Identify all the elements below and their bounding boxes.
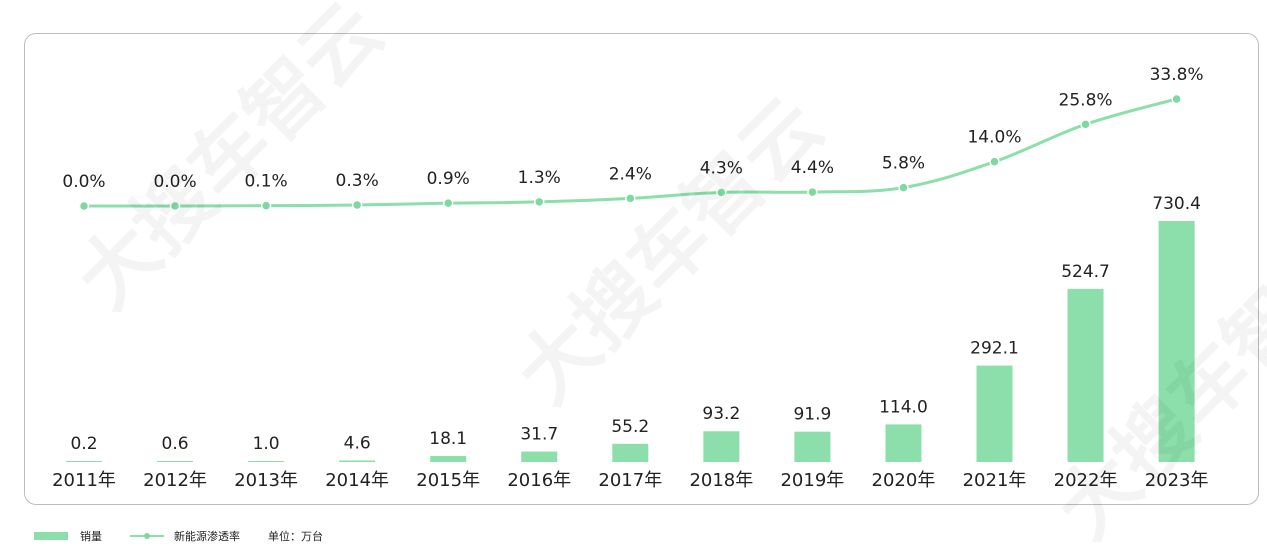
bar-2016年 [521,451,558,462]
x-tick-label: 2022年 [1054,470,1118,491]
penetration-value-label: 14.0% [967,128,1021,148]
penetration-value-label: 0.0% [153,172,196,192]
bar-2017年 [612,443,649,462]
legend-line-swatch [130,532,164,540]
legend-item-sales: 销量 [34,528,102,544]
x-tick-label: 2012年 [143,470,207,491]
bar-2022年 [1067,288,1104,462]
x-tick-label: 2020年 [872,470,936,491]
unit-note: 单位：万台 [268,530,323,543]
bar-value-label: 292.1 [970,339,1019,359]
penetration-point-2017年 [625,193,636,204]
legend-unit-note: 单位：万台 [268,528,323,544]
x-tick-label: 2014年 [325,470,389,491]
penetration-value-label: 1.3% [518,168,561,188]
bar-value-label: 0.6 [162,434,189,454]
bar-value-label: 18.1 [429,429,467,449]
x-tick-label: 2015年 [416,470,480,491]
penetration-value-label: 0.3% [336,171,379,191]
x-tick-label: 2023年 [1145,470,1209,491]
x-tick-label: 2013年 [234,470,298,491]
labels-group: 0.2 0.6 1.0 4.6 18.1 31.7 55.2 93.2 91.9 114.0 292… [62,65,1203,454]
penetration-point-2015年 [442,197,454,209]
x-tick-label: 2021年 [963,470,1027,491]
x-tick-label: 2018年 [689,470,753,491]
x-tick-label: 2011年 [52,470,116,491]
legend-item-penetration: 新能源渗透率 [130,528,240,544]
legend-label-sales: 销量 [80,530,102,543]
penetration-point-2020年 [898,182,909,193]
penetration-value-label: 0.9% [427,169,470,189]
bar-2011年 [66,461,102,462]
penetration-value-label: 25.8% [1059,90,1113,110]
bar-value-label: 91.9 [793,405,831,425]
penetration-point-2014年 [351,199,363,211]
bar-value-label: 524.7 [1061,262,1110,282]
penetration-value-label: 0.0% [62,172,105,192]
penetration-point-2023年 [1171,93,1182,105]
penetration-value-label: 4.3% [700,158,743,178]
chart-canvas: 0.2 0.6 1.0 4.6 18.1 31.7 55.2 93.2 91.9 114.0 292… [52,65,1208,491]
penetration-value-label: 2.4% [609,164,652,184]
legend: 销量 新能源渗透率 单位：万台 [34,527,351,545]
bar-value-label: 4.6 [344,433,371,453]
penetration-point-2011年 [78,200,90,212]
bar-2018年 [703,431,740,462]
legend-bar-swatch [34,532,68,540]
bars-group [66,221,1195,462]
bar-2015年 [430,456,467,462]
bar-2020年 [885,424,922,462]
bar-value-label: 93.2 [702,404,740,424]
bar-2023年 [1158,221,1195,462]
x-axis-ticks: 2011年 2012年 2013年 2014年 2015年 2016年 2017年 2018年… [52,470,1208,491]
bar-value-label: 730.4 [1152,194,1201,214]
chart-frame [24,33,1259,505]
penetration-point-2013年 [260,200,272,211]
legend-label-penetration: 新能源渗透率 [174,530,240,543]
penetration-value-label: 5.8% [882,154,925,174]
x-tick-label: 2016年 [507,470,571,491]
x-tick-label: 2017年 [598,470,662,491]
bar-2019年 [794,431,831,462]
penetration-value-label: 0.1% [244,172,287,192]
penetration-line-group [78,93,1182,212]
bar-value-label: 0.2 [70,434,97,454]
penetration-point-2022年 [1080,119,1091,130]
penetration-value-label: 33.8% [1150,65,1204,85]
x-tick-label: 2019年 [780,470,844,491]
penetration-point-2019年 [807,186,818,198]
bar-2021年 [976,365,1013,462]
bar-value-label: 31.7 [520,425,558,445]
penetration-value-label: 4.4% [791,158,834,178]
bar-2012年 [157,461,194,462]
bar-value-label: 114.0 [879,397,928,417]
penetration-point-2016年 [534,196,545,208]
bar-value-label: 1.0 [253,434,280,454]
penetration-point-2018年 [716,187,727,198]
bar-2013年 [248,461,285,462]
bar-value-label: 55.2 [611,417,649,437]
penetration-point-2021年 [989,156,1000,167]
bar-2014年 [339,460,376,462]
penetration-point-2012年 [169,200,181,212]
